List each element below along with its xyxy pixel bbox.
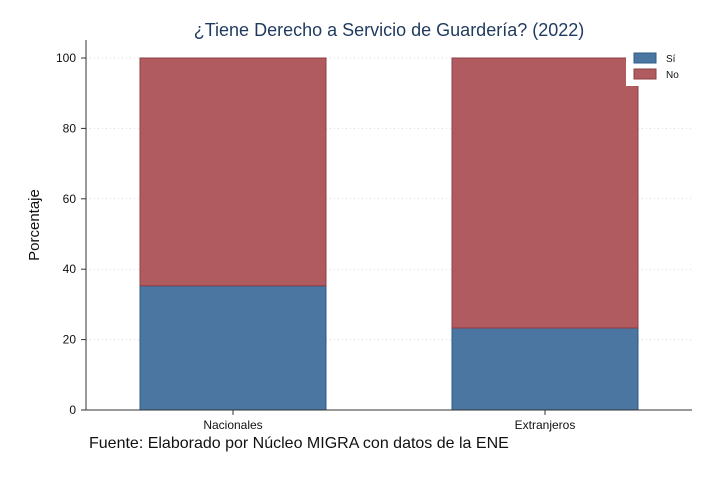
bar-segment-si-0 — [139, 285, 327, 411]
legend-label: No — [666, 70, 679, 81]
bar-segment-no-1 — [451, 57, 639, 329]
bars — [139, 57, 639, 411]
y-tick-label: 20 — [63, 333, 77, 347]
x-tick-label: Extranjeros — [515, 418, 576, 432]
legend-label: Sí — [666, 54, 676, 65]
source-note: Fuente: Elaborado por Núcleo MIGRA con d… — [89, 435, 509, 452]
bar-segment-si-1 — [451, 327, 639, 411]
y-tick-label: 0 — [69, 403, 76, 417]
bar-segment-no-0 — [139, 57, 327, 287]
y-ticks: 0 20 40 60 80 100 — [56, 51, 86, 417]
legend: Sí No — [626, 48, 692, 86]
y-tick-label: 40 — [63, 262, 77, 276]
y-tick-label: 100 — [56, 51, 76, 65]
y-tick-label: 60 — [63, 192, 77, 206]
y-axis-label: Porcentaje — [26, 189, 43, 261]
x-tick-label: Nacionales — [203, 418, 262, 432]
legend-swatch — [633, 68, 657, 80]
x-ticks: Nacionales Extranjeros — [203, 410, 575, 432]
chart-title: ¿Tiene Derecho a Servicio de Guardería? … — [194, 20, 585, 40]
y-tick-label: 80 — [63, 121, 77, 135]
legend-swatch — [633, 52, 657, 64]
